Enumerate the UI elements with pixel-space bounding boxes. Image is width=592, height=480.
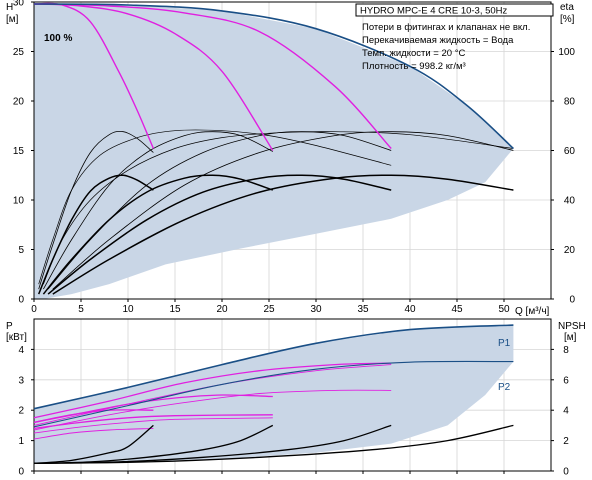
npsh-tick-label: 6 [563, 375, 569, 386]
info-box: HYDRO MPC-E 4 CRE 10-3, 50Hz Потери в фи… [355, 3, 554, 72]
p2-speed-curve [33, 417, 273, 434]
y-tick-label: 25 [13, 47, 25, 58]
eta-tick-label: 80 [564, 97, 576, 108]
npsh-tick-label: 0 [563, 467, 569, 478]
y-tick-label: 2 [18, 406, 24, 417]
p2-speed-curve [33, 389, 392, 431]
y-tick-label: 15 [13, 146, 25, 157]
x-tick-label: 15 [169, 304, 181, 315]
speed-annotation: 100 % [44, 33, 72, 44]
efficiency-curve [38, 174, 154, 295]
flow-axis-title: Q [м³/ч] [515, 306, 550, 317]
y-tick-label: 10 [13, 196, 25, 207]
y-tick-label: 5 [18, 245, 24, 256]
y-tick-label: 4 [18, 345, 24, 356]
title-box [355, 3, 554, 17]
eta-tick-label: 60 [564, 146, 576, 157]
eta-tick-label: 0 [569, 295, 575, 306]
note-temperature: Темп. жидкости = 20 °C [362, 48, 465, 59]
x-tick-label: 50 [498, 304, 510, 315]
power-envelope [34, 325, 514, 464]
y-tick-label: 20 [13, 97, 25, 108]
p1-speed-curve [33, 362, 392, 419]
x-tick-label: 10 [122, 304, 134, 315]
eta-axis-title: eta [560, 2, 574, 13]
x-tick-label: 40 [404, 304, 416, 315]
p2-speed-curve [33, 427, 154, 440]
system-curve [43, 131, 514, 285]
x-tick-label: 30 [310, 304, 322, 315]
npsh-curve [33, 424, 154, 465]
head-axis-title: H [6, 2, 13, 13]
note-liquid: Перекачиваемая жидкость = Вода [362, 35, 514, 46]
x-tick-label: 35 [357, 304, 369, 315]
npsh-tick-label: 8 [563, 345, 569, 356]
head-plot: 0 5 10 15 20 25 30 35 40 45 50 0 5 10 15 20 25 30 0 20 40 60 8… [13, 0, 576, 315]
npsh-tick-label: 2 [563, 436, 569, 447]
y-tick-label: 30 [13, 0, 25, 9]
speed-curve [33, 3, 274, 151]
chart-title: HYDRO MPC-E 4 CRE 10-3, 50Hz [360, 6, 508, 17]
y-tick-label: 0 [18, 295, 24, 306]
max-speed-curve [33, 3, 514, 150]
x-tick-label: 5 [78, 304, 84, 315]
eta-axis-unit: [%] [560, 14, 575, 25]
y-tick-label: 3 [18, 375, 24, 386]
efficiency-curve [42, 174, 274, 295]
efficiency-curve [38, 130, 154, 290]
y-tick-label: 1 [18, 436, 24, 447]
operating-envelope [34, 4, 514, 299]
npsh-axis-unit: [м] [564, 332, 577, 343]
efficiency-curve [52, 174, 514, 295]
eta-tick-label: 100 [558, 47, 575, 58]
x-tick-label: 20 [216, 304, 228, 315]
x-tick-label: 25 [263, 304, 275, 315]
npsh-axis-title: NPSH [558, 321, 586, 332]
efficiency-curve [52, 131, 514, 290]
efficiency-curve [47, 131, 392, 290]
p1-speed-curve [33, 414, 273, 430]
head-axis-unit: [м] [6, 14, 19, 25]
p2-curve [33, 360, 514, 428]
npsh-curve [33, 424, 514, 465]
system-curve [38, 129, 392, 285]
speed-curve [33, 3, 392, 149]
power-axis-title: P [6, 321, 13, 332]
p2-label: P2 [498, 382, 511, 393]
plot-frame [33, 318, 552, 472]
note-fittings: Потери в фитингах и клапанах не вкл. [362, 22, 530, 33]
x-tick-label: 45 [451, 304, 463, 315]
x-tick-label: 0 [31, 304, 37, 315]
p1-label: P1 [498, 338, 511, 349]
eta-tick-label: 40 [564, 196, 576, 207]
power-plot: 0 1 2 3 4 0 2 4 6 8 [18, 318, 569, 478]
y-tick-label: 0 [18, 467, 24, 478]
eta-tick-label: 20 [564, 245, 576, 256]
p1-speed-curve [33, 394, 273, 424]
note-density: Плотность = 998.2 кг/м³ [362, 61, 466, 72]
power-axis-unit: [кВт] [6, 332, 27, 343]
efficiency-curve [47, 174, 392, 295]
npsh-tick-label: 4 [563, 406, 569, 417]
p1-curve [33, 324, 514, 410]
efficiency-curve [43, 131, 273, 290]
